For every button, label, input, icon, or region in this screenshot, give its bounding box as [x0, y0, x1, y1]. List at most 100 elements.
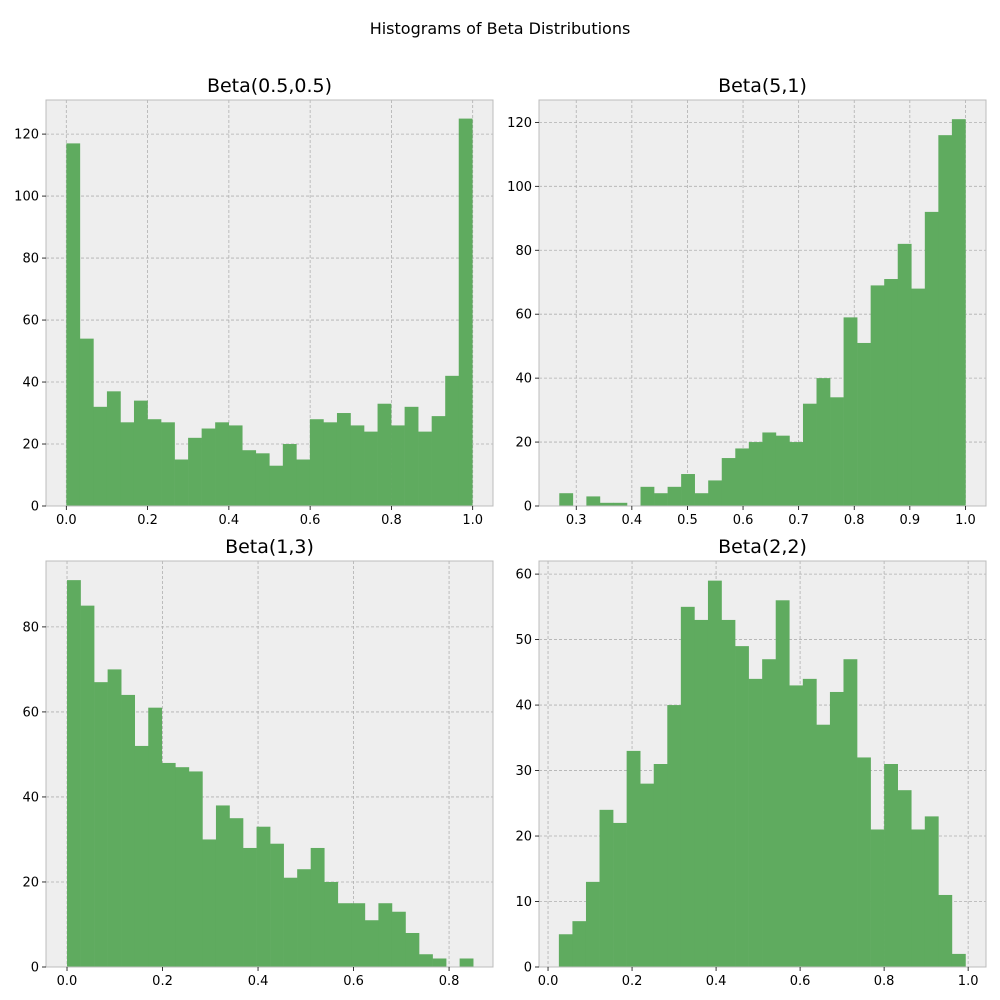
histogram-bar [599, 502, 614, 506]
histogram-bar [924, 816, 939, 967]
y-tick-label: 20 [22, 438, 39, 453]
histogram-bar [843, 659, 858, 967]
histogram-bar [830, 397, 844, 506]
histogram-bar [431, 416, 446, 506]
y-tick-label: 20 [22, 875, 39, 890]
histogram-bar [337, 903, 352, 967]
histogram-bar [297, 869, 312, 967]
histogram-bar [309, 419, 324, 506]
histogram-bar [80, 605, 95, 967]
histogram-bar [161, 422, 175, 506]
histogram-panel-4: 0.0 0.2 0.4 0.6 0.8 1.0 0 10 20 30 40 50 60 Beta(2,2) [515, 536, 987, 989]
histogram-bar [67, 580, 81, 967]
histogram-bar [558, 934, 573, 967]
x-tick-label: 1.0 [958, 974, 979, 989]
histogram-bar [870, 829, 885, 967]
histogram-bar [653, 764, 668, 967]
y-tick-label: 0 [524, 961, 532, 976]
panel-title: Beta(2,2) [718, 536, 807, 558]
histogram-bar [242, 450, 257, 506]
histogram-bar [843, 317, 858, 506]
histogram-bar [391, 425, 405, 506]
histogram-bar [613, 502, 628, 506]
histogram-panel-3: 0.0 0.2 0.4 0.6 0.8 0 20 40 60 80 Beta(1,3) [22, 536, 494, 989]
histogram-panels: 0.0 0.2 0.4 0.6 0.8 1.0020406080100120Beta(0.… [14, 75, 987, 989]
x-tick-label: 0.6 [733, 513, 754, 528]
y-tick-label: 40 [515, 699, 532, 714]
histogram-bar [445, 375, 460, 506]
x-tick-label: 1.0 [462, 513, 483, 528]
x-tick-label: 0.0 [538, 974, 559, 989]
histogram-bar [336, 413, 351, 506]
histogram-bar [802, 678, 817, 967]
histogram-bar [829, 691, 844, 967]
x-tick-label: 0.3 [566, 513, 587, 528]
y-tick-label: 100 [14, 190, 39, 205]
x-tick-label: 0.2 [152, 974, 173, 989]
y-tick-label: 80 [22, 252, 39, 267]
y-tick-label: 60 [515, 568, 532, 583]
histogram-bar [911, 288, 926, 506]
y-tick-label: 10 [515, 895, 532, 910]
y-tick-label: 60 [22, 705, 39, 720]
histogram-bar [816, 724, 831, 967]
histogram-bar [215, 422, 230, 506]
histogram-bar [680, 606, 695, 967]
histogram-bar [121, 694, 136, 967]
histogram-bar [884, 279, 899, 506]
histogram-bar [174, 459, 189, 506]
histogram-bar [789, 685, 804, 967]
y-tick-label: 120 [507, 116, 532, 131]
histogram-bar [133, 400, 148, 506]
panel-title: Beta(0.5,0.5) [207, 75, 332, 97]
histogram-bar [324, 881, 339, 967]
histogram-bar [735, 646, 749, 967]
histogram-bar [282, 444, 297, 506]
histogram-bar [707, 580, 722, 967]
y-tick-label: 40 [22, 790, 39, 805]
histogram-bar [458, 118, 473, 506]
y-tick-label: 120 [14, 128, 39, 143]
y-tick-label: 0 [31, 500, 39, 515]
x-tick-label: 0.8 [874, 974, 895, 989]
histogram-bar [459, 958, 474, 967]
histogram-bar [938, 135, 953, 507]
histogram-bar [735, 448, 750, 506]
y-tick-label: 60 [22, 314, 39, 329]
y-tick-label: 20 [515, 830, 532, 845]
x-tick-label: 0.5 [677, 513, 698, 528]
x-tick-label: 0.2 [137, 513, 158, 528]
y-tick-label: 100 [507, 180, 532, 195]
y-tick-label: 20 [515, 436, 532, 451]
histogram-bar [93, 406, 108, 506]
plot-frame [45, 99, 494, 507]
histogram-bar [775, 435, 790, 506]
histogram-bar [419, 954, 433, 967]
y-tick-label: 30 [515, 764, 532, 779]
x-tick-label: 0.8 [844, 513, 865, 528]
histogram-bar [134, 745, 149, 967]
x-tick-label: 0.8 [381, 513, 402, 528]
histogram-bar [762, 659, 777, 967]
histogram-bar [228, 425, 243, 506]
histogram-bar [654, 493, 668, 506]
histogram-bar [721, 619, 736, 967]
histogram-bar [857, 342, 871, 506]
y-tick-label: 40 [515, 372, 532, 387]
x-tick-label: 1.0 [955, 513, 976, 528]
histogram-bar [148, 707, 163, 967]
histogram-bar [94, 682, 108, 967]
histogram-bar [721, 458, 736, 506]
histogram-bar [378, 903, 393, 967]
histogram-bar [613, 822, 627, 967]
histogram-bar [201, 428, 216, 506]
histogram-bar [404, 406, 419, 506]
x-tick-label: 0.6 [343, 974, 364, 989]
histogram-bar [897, 790, 912, 967]
histogram-bar [586, 496, 601, 506]
histogram-bar [816, 378, 831, 506]
histogram-bar [256, 826, 271, 967]
histogram-bar [681, 474, 695, 506]
histogram-bar [350, 425, 365, 506]
